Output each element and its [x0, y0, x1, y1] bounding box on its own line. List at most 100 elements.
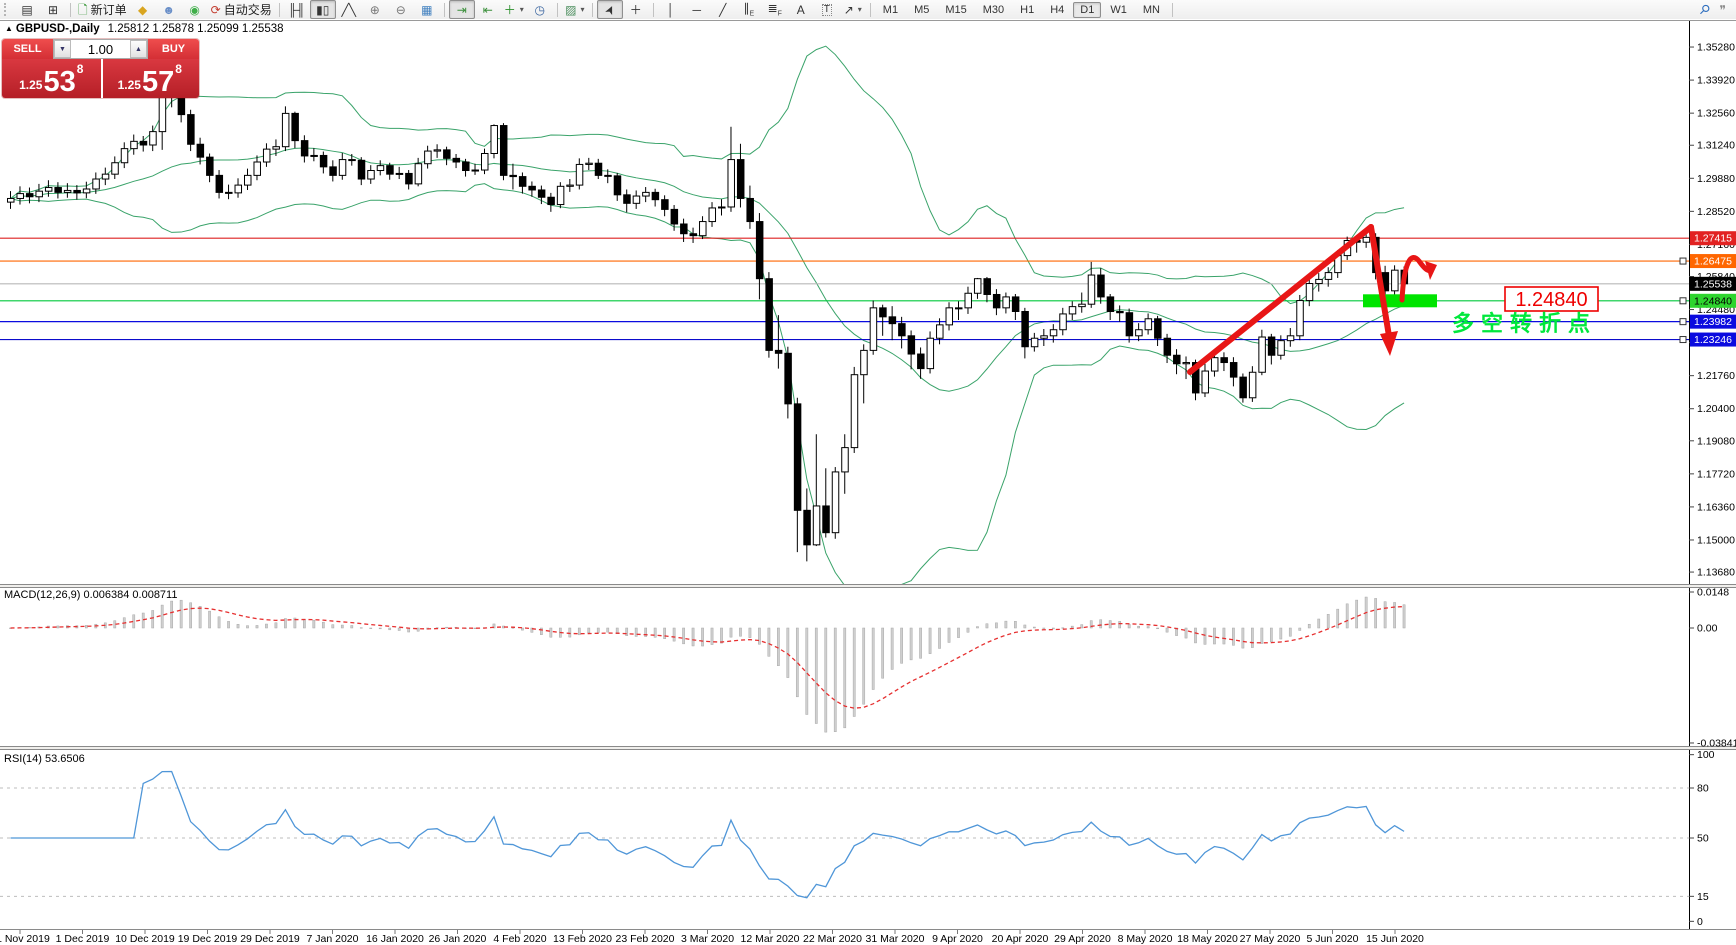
date-label[interactable]: 23 Feb 2020: [616, 933, 675, 945]
collapse-triangle-icon[interactable]: ▲: [5, 24, 13, 33]
macd-bar: [938, 627, 941, 649]
timeframe-d1[interactable]: D1: [1073, 1, 1102, 18]
date-label[interactable]: 10 Dec 2019: [115, 933, 175, 945]
price-tick-label: 1.16360: [1697, 501, 1735, 513]
timeframe-m30[interactable]: M30: [982, 3, 1005, 16]
timeframe-mn[interactable]: MN: [1142, 3, 1160, 16]
buy-button[interactable]: BUY: [148, 39, 199, 59]
timeframe-h1[interactable]: H1: [1020, 3, 1035, 16]
line-handle[interactable]: [1679, 297, 1687, 305]
chart-list-button[interactable]: ▤: [14, 0, 40, 19]
line-handle[interactable]: [1679, 257, 1687, 265]
crosshair-button[interactable]: ＋: [623, 0, 649, 19]
auto-scroll-button[interactable]: ⇤: [475, 0, 501, 19]
sell-button[interactable]: SELL: [2, 39, 53, 59]
date-label[interactable]: 29 Dec 2019: [240, 933, 300, 945]
auto-trading-button[interactable]: ⟳ 自动交易: [208, 0, 275, 19]
trendline-button[interactable]: ╱: [710, 0, 736, 19]
line-chart-button[interactable]: ╱╲: [336, 0, 362, 19]
date-label[interactable]: 1 Dec 2019: [56, 933, 110, 945]
timeframe-m5[interactable]: M5: [914, 3, 930, 16]
volume-increase-button[interactable]: ▲: [130, 40, 147, 58]
date-label[interactable]: 8 May 2020: [1118, 933, 1173, 945]
vertical-line-button[interactable]: │: [658, 0, 684, 19]
date-label[interactable]: 19 Dec 2019: [178, 933, 238, 945]
timeframe-w1[interactable]: W1: [1110, 3, 1127, 16]
candle-body: [1201, 370, 1209, 394]
chart-canvas[interactable]: 1.24840多空转折点1.352801.339201.325601.31240…: [0, 19, 1736, 945]
date-label[interactable]: 12 Mar 2020: [741, 933, 800, 945]
date-label[interactable]: 9 Apr 2020: [932, 933, 983, 945]
date-label[interactable]: 21 Nov 2019: [0, 933, 50, 945]
timeframe-h4[interactable]: H4: [1050, 3, 1065, 16]
candle-body: [917, 353, 925, 370]
auto-scroll-icon: ⇤: [482, 2, 493, 17]
cursor-button[interactable]: ➤: [596, 0, 623, 19]
pane-divider[interactable]: [0, 746, 1736, 750]
buy-price[interactable]: 1.25 57 8: [101, 59, 200, 98]
horizontal-line-button[interactable]: ─: [684, 0, 710, 19]
text-button[interactable]: A: [788, 0, 814, 19]
new-chart-icon: ⊞: [47, 2, 59, 17]
date-label[interactable]: 7 Jan 2020: [307, 933, 359, 945]
date-label[interactable]: 16 Jan 2020: [366, 933, 424, 945]
candlestick-chart-icon: ▮▯: [316, 2, 330, 17]
text-icon: A: [796, 2, 805, 17]
community-button[interactable]: ☻: [156, 0, 182, 19]
add-indicator-button[interactable]: ＋ ▾: [501, 0, 527, 19]
equidistant-channel-button[interactable]: ∥E: [736, 0, 762, 19]
price-annotation-box[interactable]: [1504, 286, 1599, 312]
trend-down-arrow[interactable]: [1368, 224, 1392, 339]
zoom-out-button[interactable]: ⊖: [388, 0, 414, 19]
main-pane[interactable]: [0, 45, 1689, 590]
tile-windows-button[interactable]: ▦: [414, 0, 440, 19]
periods-button[interactable]: ◷: [527, 0, 553, 19]
line-handle[interactable]: [1679, 318, 1687, 326]
date-label[interactable]: 26 Jan 2020: [429, 933, 487, 945]
bar-chart-button[interactable]: ╟╢: [284, 0, 310, 19]
macd-bar: [767, 627, 771, 657]
trend-up-arrow[interactable]: [1187, 224, 1374, 375]
candle-body: [25, 193, 34, 198]
fibonacci-button[interactable]: ≣F: [762, 0, 788, 19]
community-chat-icon[interactable]: ❞: [1719, 2, 1726, 17]
timeframe-m15[interactable]: M15: [945, 3, 967, 16]
date-label[interactable]: 3 Mar 2020: [681, 933, 734, 945]
text-label-button[interactable]: T: [814, 0, 840, 19]
candle-body: [907, 335, 916, 355]
date-label[interactable]: 18 May 2020: [1177, 933, 1238, 945]
candle-body: [983, 278, 991, 295]
date-label[interactable]: 13 Feb 2020: [553, 933, 612, 945]
new-order-button[interactable]: 🗋 新订单: [75, 0, 130, 19]
date-label[interactable]: 27 May 2020: [1240, 933, 1301, 945]
styler-button[interactable]: ◆: [130, 0, 156, 19]
signals-button[interactable]: ◉: [182, 0, 208, 19]
candlestick-chart-button[interactable]: ▮▯: [309, 0, 336, 19]
macd-bar: [1051, 627, 1055, 630]
zoom-in-button[interactable]: ⊕: [362, 0, 388, 19]
search-icon[interactable]: ⚲: [1696, 0, 1714, 19]
date-label[interactable]: 22 Mar 2020: [803, 933, 862, 945]
pane-divider[interactable]: [0, 584, 1736, 588]
date-label[interactable]: 4 Feb 2020: [493, 933, 546, 945]
chart-shift-button[interactable]: ⇥: [448, 0, 475, 19]
macd-bar: [445, 626, 448, 629]
date-label[interactable]: 20 Apr 2020: [992, 933, 1049, 945]
line-handle[interactable]: [1679, 336, 1687, 344]
candle-body: [708, 207, 717, 223]
macd-bar: [1288, 627, 1292, 637]
sell-price[interactable]: 1.25 53 8: [2, 59, 101, 98]
macd-bar: [378, 627, 382, 630]
arrows-button[interactable]: ↗ ▾: [840, 0, 866, 19]
candle-body: [651, 191, 660, 201]
date-label[interactable]: 31 Mar 2020: [866, 933, 925, 945]
date-label[interactable]: 5 Jun 2020: [1307, 933, 1359, 945]
date-label[interactable]: 29 Apr 2020: [1054, 933, 1111, 945]
new-chart-button[interactable]: ⊞: [40, 0, 66, 19]
timeframe-m1[interactable]: M1: [882, 3, 899, 16]
candle-body: [537, 189, 546, 198]
volume-input[interactable]: 1.00: [87, 41, 114, 57]
volume-decrease-button[interactable]: ▼: [54, 40, 71, 58]
date-label[interactable]: 15 Jun 2020: [1366, 933, 1424, 945]
templates-button[interactable]: ▨ ▾: [562, 0, 588, 19]
